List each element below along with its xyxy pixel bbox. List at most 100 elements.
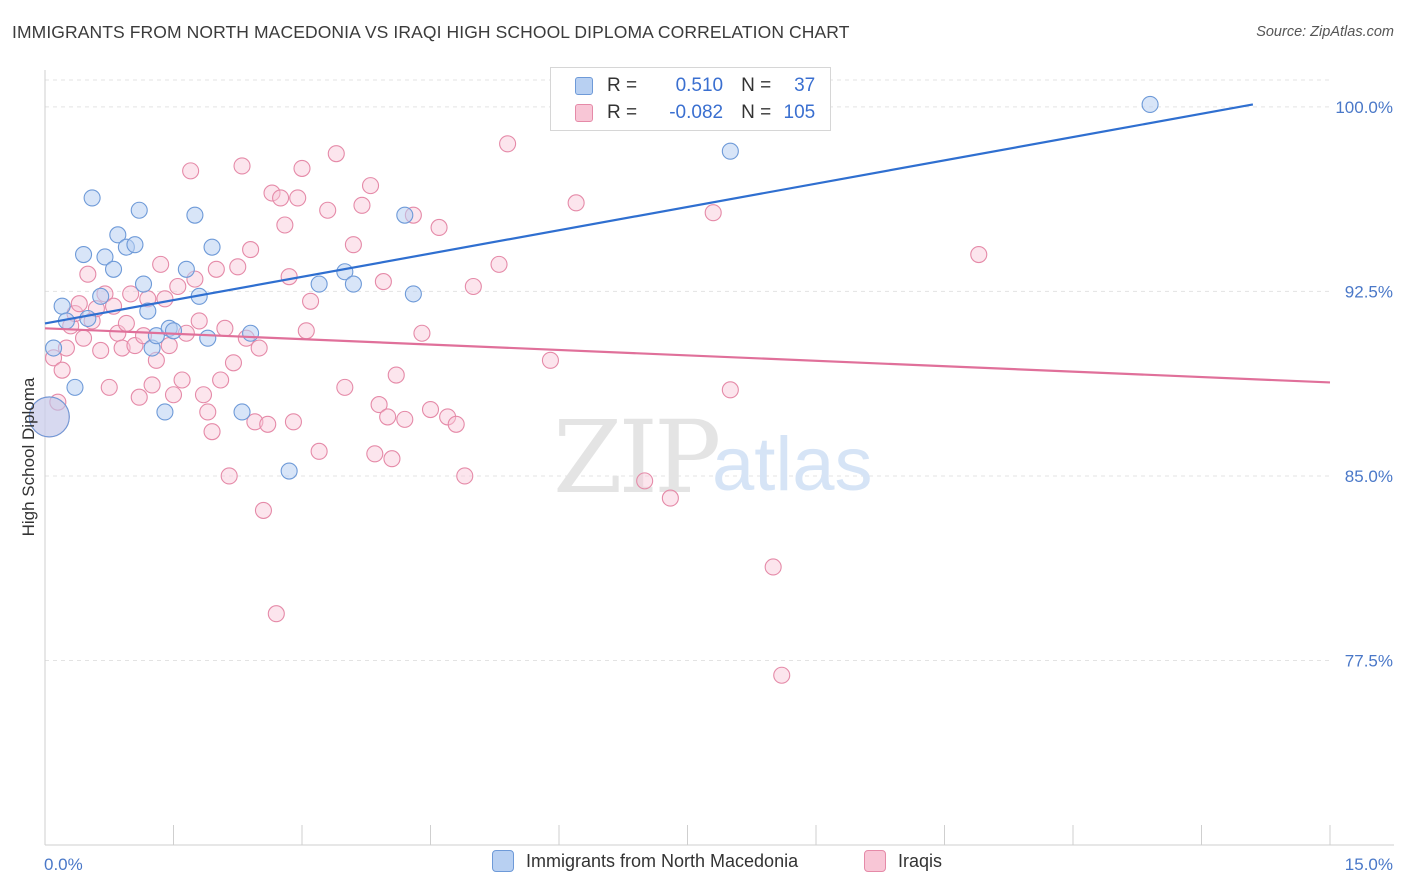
data-point-macedonia: [177, 260, 195, 278]
series-swatch-blue: [492, 850, 514, 872]
data-point-iraqis: [310, 442, 328, 460]
data-point-macedonia: [79, 309, 97, 328]
series-label-iraqis: Iraqis: [898, 850, 943, 871]
series-legend: Immigrants from North Macedonia Iraqis: [0, 850, 1406, 878]
data-point-iraqis: [370, 396, 388, 414]
data-point-iraqis: [263, 184, 281, 202]
data-point-macedonia: [53, 297, 71, 315]
data-point-macedonia: [130, 201, 148, 219]
data-point-iraqis: [336, 378, 354, 396]
data-point-iraqis: [70, 295, 88, 313]
data-point-macedonia: [45, 339, 63, 357]
data-point-macedonia: [126, 236, 144, 254]
data-point-iraqis: [439, 408, 457, 426]
data-point-iraqis: [216, 319, 234, 337]
data-point-iraqis: [464, 277, 482, 296]
data-point-iraqis: [396, 410, 414, 428]
data-point-macedonia: [203, 238, 221, 256]
data-point-iraqis: [302, 292, 320, 310]
watermark-atlas: atlas: [712, 422, 873, 507]
data-point-iraqis: [194, 386, 213, 404]
data-point-iraqis: [152, 255, 170, 273]
legend-row-macedonia: R = 0.510 N = 37: [575, 73, 815, 99]
data-point-iraqis: [173, 371, 191, 389]
data-point-macedonia: [396, 206, 414, 224]
data-point-iraqis: [229, 258, 247, 276]
data-point-iraqis: [567, 194, 585, 212]
data-point-macedonia: [96, 248, 114, 266]
data-point-iraqis: [280, 268, 298, 286]
legend-n-value: 105: [783, 102, 816, 123]
stats-legend: R = 0.510 N = 37 R = -0.082 N = 105: [550, 67, 831, 131]
series-legend-macedonia[interactable]: Immigrants from North Macedonia: [492, 850, 798, 872]
data-point-iraqis: [293, 159, 311, 177]
data-point-macedonia: [66, 378, 84, 396]
data-point-iraqis: [704, 204, 722, 222]
axis-labels: 77.5% 85.0% 92.5% 100.0% 0.0% 15.0% High Schoo…: [19, 98, 1393, 874]
data-point-iraqis: [92, 341, 110, 360]
data-point-iraqis: [199, 403, 217, 421]
data-point-iraqis: [126, 337, 144, 355]
data-point-macedonia: [104, 260, 123, 278]
data-point-macedonia: [344, 275, 362, 293]
data-point-iraqis: [297, 322, 315, 340]
data-point-iraqis: [259, 415, 277, 433]
data-point-iraqis: [721, 381, 739, 399]
y-axis-title: High School Diploma: [19, 377, 38, 536]
legend-swatch-blue: [575, 77, 593, 95]
data-point-macedonia: [92, 287, 110, 305]
data-point-macedonia: [310, 275, 328, 293]
data-point-iraqis: [250, 339, 268, 357]
data-point-iraqis: [276, 216, 294, 234]
data-point-iraqis: [113, 339, 131, 357]
legend-swatch-pink: [575, 104, 593, 122]
data-point-iraqis: [130, 388, 148, 406]
y-tick-label: 92.5%: [1345, 282, 1393, 301]
data-point-iraqis: [773, 666, 791, 684]
legend-n-value: 37: [794, 75, 816, 96]
data-point-macedonia: [199, 329, 217, 347]
data-point-macedonia: [242, 324, 260, 342]
data-point-iraqis: [447, 415, 465, 433]
x-tick-label-min: 0.0%: [44, 855, 83, 874]
data-point-iraqis: [387, 366, 405, 384]
data-point-iraqis: [421, 400, 440, 419]
data-point-iraqis: [284, 413, 302, 431]
trend-line-iraqis: [44, 327, 1331, 384]
data-point-iraqis: [661, 489, 679, 507]
data-point-iraqis: [242, 241, 260, 259]
data-point-iraqis: [207, 260, 225, 278]
data-point-iraqis: [319, 201, 337, 219]
data-point-iraqis: [764, 558, 782, 576]
macedonia-points: [28, 95, 1159, 480]
legend-n-label: N =: [741, 75, 772, 96]
data-point-iraqis: [53, 361, 71, 379]
data-point-macedonia: [134, 275, 153, 293]
data-point-iraqis: [413, 324, 431, 342]
data-point-iraqis: [75, 329, 93, 347]
legend-n-label: N =: [741, 102, 772, 123]
legend-r-value: 0.510: [675, 75, 724, 96]
data-point-iraqis: [430, 218, 448, 237]
data-point-iraqis: [327, 145, 345, 163]
data-point-macedonia: [1141, 95, 1159, 113]
legend-r-value: -0.082: [669, 102, 724, 123]
series-legend-iraqis[interactable]: Iraqis: [864, 850, 942, 872]
data-point-iraqis: [100, 378, 118, 396]
y-tick-label: 100.0%: [1335, 98, 1393, 117]
data-point-iraqis: [182, 162, 200, 180]
series-swatch-pink: [864, 850, 886, 872]
data-point-macedonia: [109, 226, 127, 244]
legend-row-iraqis: R = -0.082 N = 105: [575, 100, 815, 126]
data-point-macedonia: [75, 245, 93, 264]
data-point-iraqis: [636, 472, 654, 490]
data-point-macedonia: [721, 142, 739, 160]
data-point-macedonia: [404, 285, 422, 303]
data-point-iraqis: [353, 196, 371, 214]
watermark-zip: ZIP: [553, 399, 718, 516]
data-point-iraqis: [970, 245, 988, 264]
data-point-iraqis: [267, 605, 285, 623]
data-point-iraqis: [117, 314, 135, 332]
data-point-iraqis: [156, 290, 174, 308]
data-point-iraqis: [383, 450, 401, 468]
